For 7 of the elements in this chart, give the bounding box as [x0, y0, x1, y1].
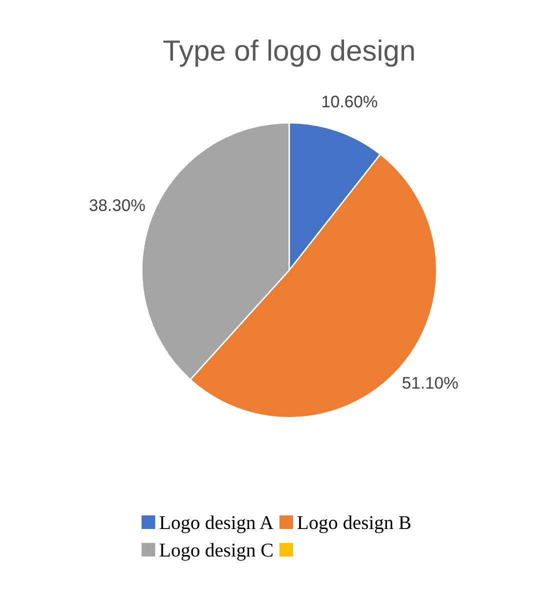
- chart-title: Type of logo design: [163, 40, 414, 67]
- data-label: 10.60%: [322, 96, 378, 108]
- legend-label: Logo design A: [160, 515, 274, 534]
- legend-label: Logo design C: [160, 543, 273, 561]
- data-label: 51.10%: [402, 376, 458, 389]
- data-label: 38.30%: [90, 199, 145, 212]
- legend-label: Logo design B: [297, 515, 410, 534]
